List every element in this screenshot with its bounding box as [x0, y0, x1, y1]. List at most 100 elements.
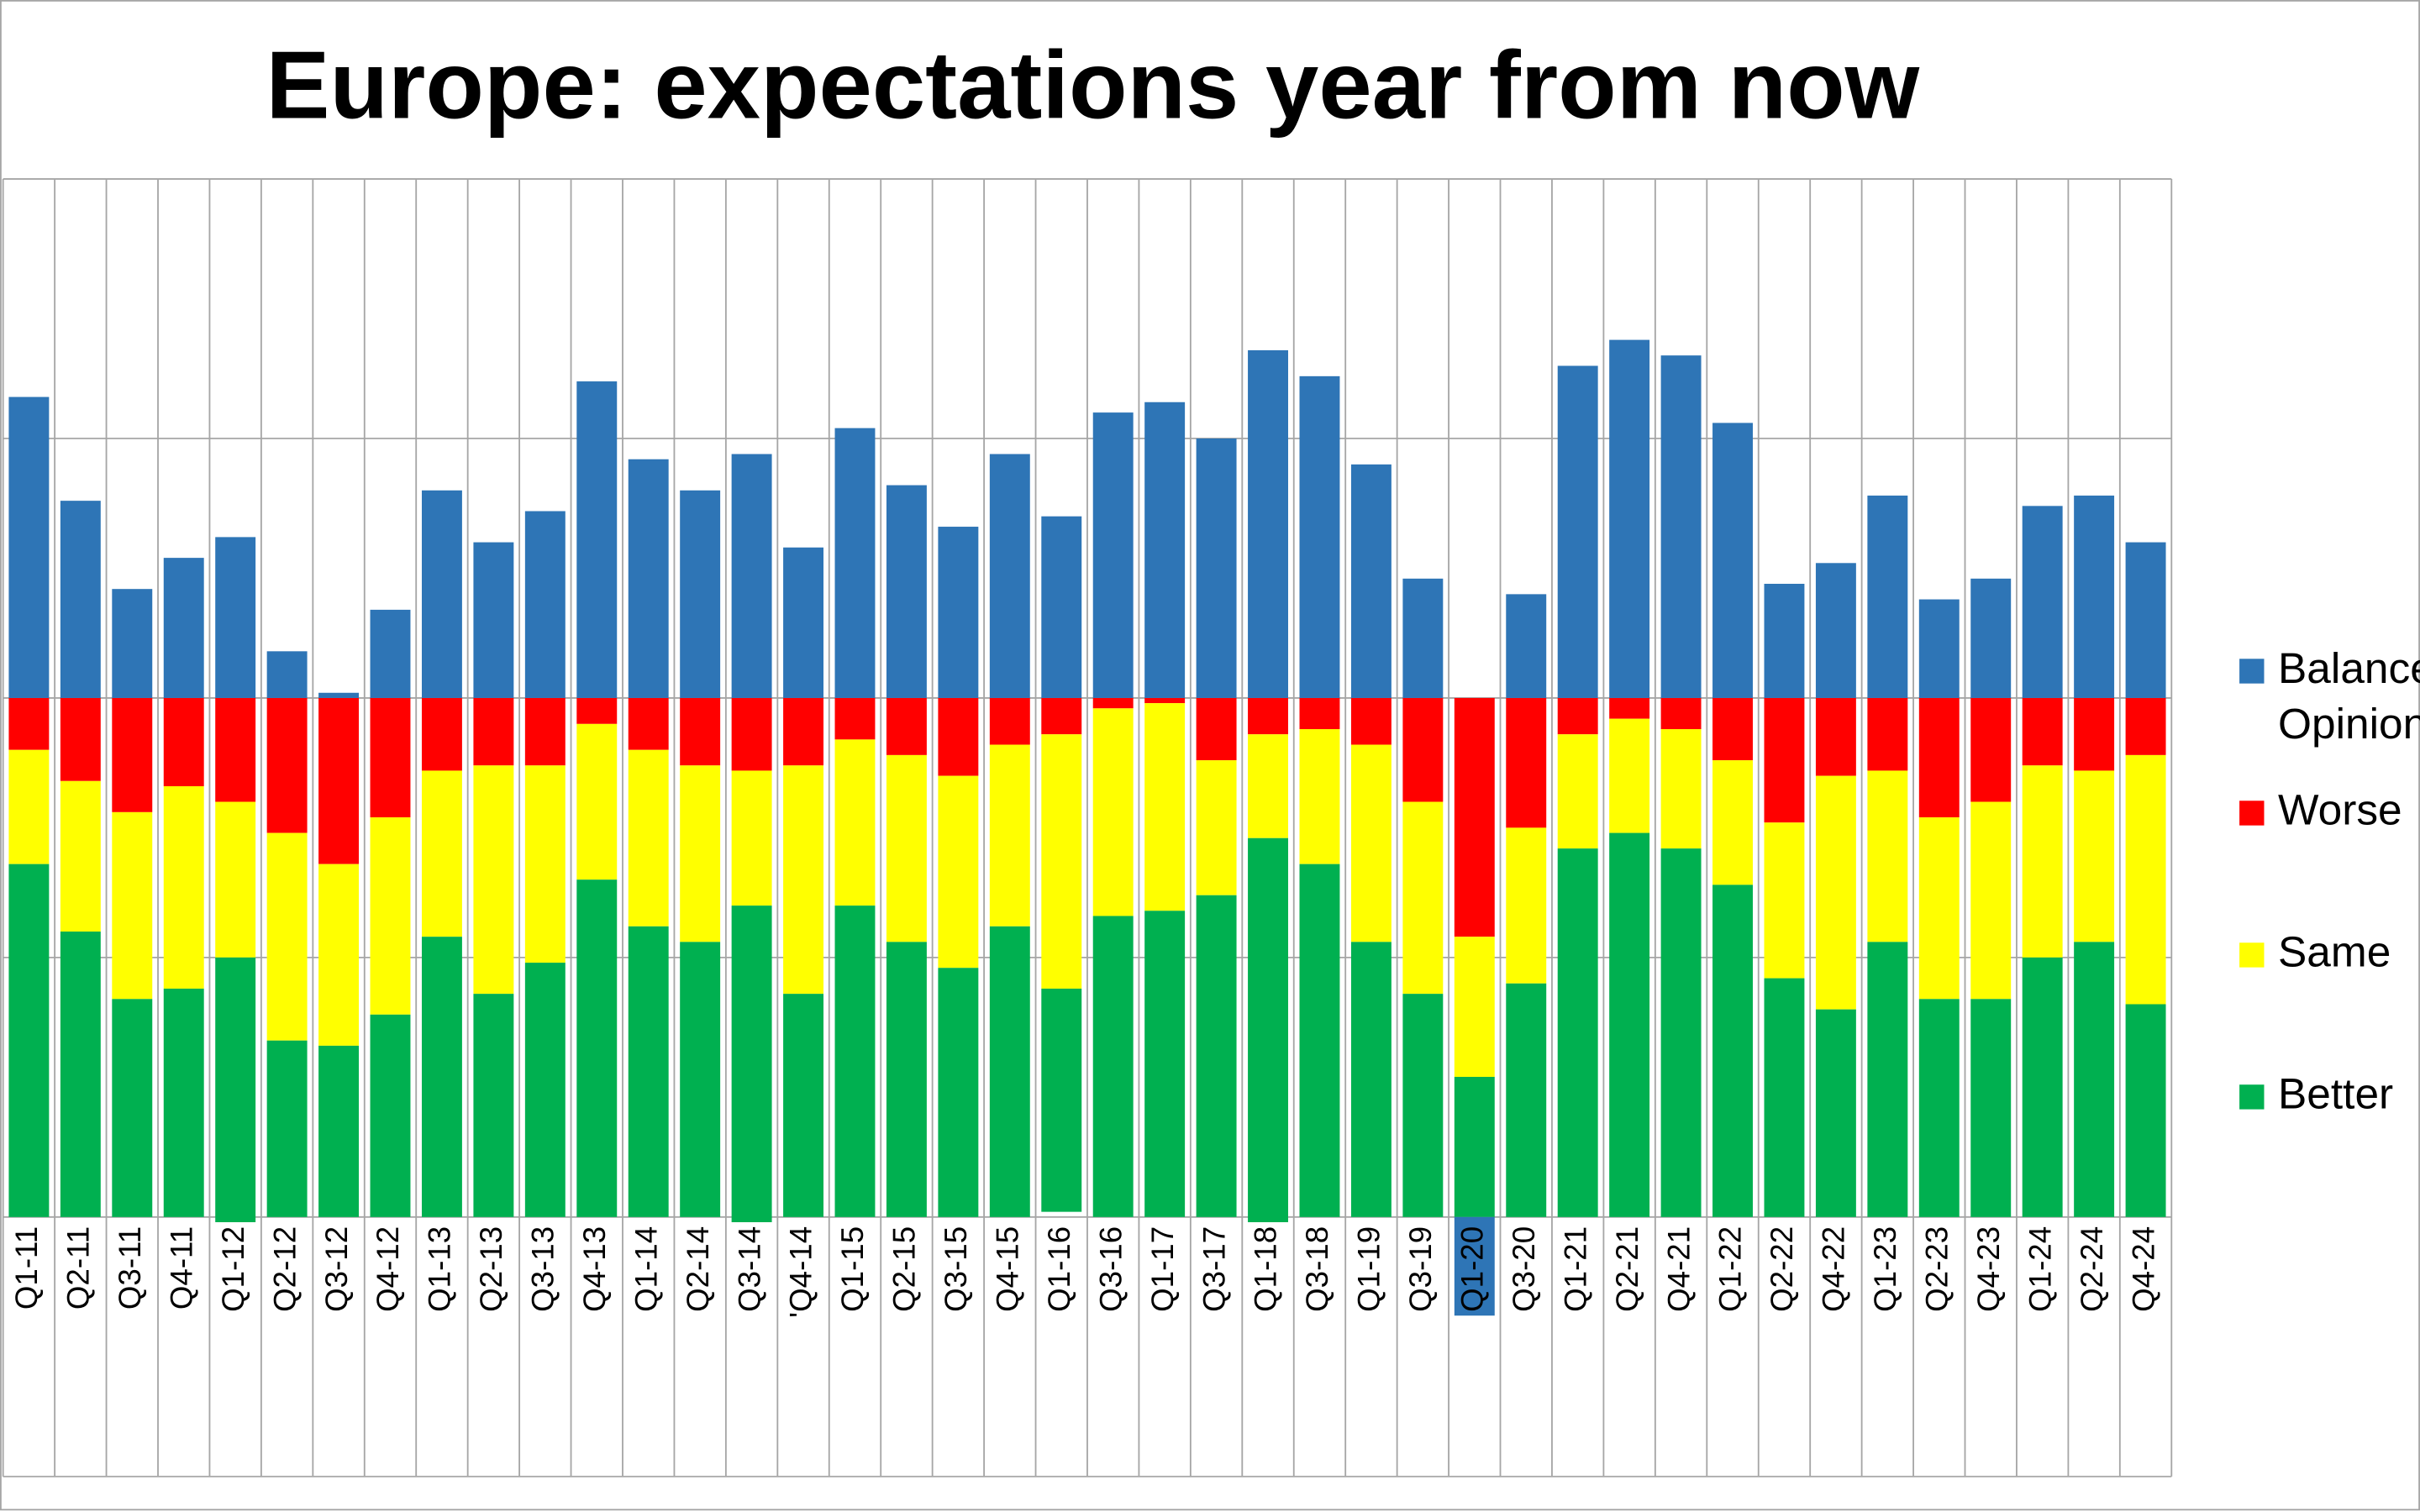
bar-segment [1660, 355, 1702, 698]
bar-segment [524, 511, 566, 698]
bar-segment [783, 697, 824, 766]
bar-segment [834, 697, 876, 740]
x-tick-label: Q2-23 [1919, 1226, 1954, 1312]
bar-segment [1712, 885, 1753, 1217]
bar-segment [1609, 718, 1650, 833]
bar-segment [886, 697, 927, 755]
bar-segment [8, 697, 50, 750]
bar-segment [1402, 801, 1444, 995]
bar-segment [215, 697, 256, 802]
bar-segment [576, 879, 618, 1217]
x-tick-label: Q4-21 [1661, 1226, 1696, 1312]
bar-segment [1144, 697, 1186, 704]
bar-segment [1815, 1009, 1856, 1217]
bar-segment [783, 994, 824, 1217]
bar-segment [524, 697, 566, 766]
bar-segment [1144, 402, 1186, 698]
bar-segment [1660, 729, 1702, 849]
chart-title: Europe: expectations year from now [266, 32, 1920, 139]
bar-segment [112, 697, 153, 812]
bar-segment [1867, 942, 1908, 1217]
bar-segment [266, 697, 308, 833]
bar-segment [163, 988, 204, 1217]
legend-label: Balance ofOpinion [2278, 643, 2420, 748]
x-tick-label: Q1-11 [9, 1226, 44, 1310]
x-tick-label: Q4-11 [164, 1226, 198, 1310]
bar-segment [680, 697, 721, 766]
x-tick-label: Q2-12 [267, 1226, 302, 1312]
bar-segment [524, 765, 566, 963]
bar-segment [731, 454, 772, 698]
bar-segment [1092, 916, 1134, 1217]
bar-segment [2074, 942, 2115, 1217]
bar-segment [1764, 978, 1805, 1217]
bar-segment [1248, 697, 1288, 735]
bar-segment [1815, 563, 1856, 698]
bar-segment [834, 428, 876, 698]
x-tick-label: Q1-13 [423, 1226, 457, 1312]
bar-segment [8, 749, 50, 864]
bar-segment [1041, 516, 1082, 698]
bar-segment [1092, 708, 1134, 916]
x-tick-label: Q4-15 [991, 1226, 1025, 1312]
bar-segment [1712, 697, 1753, 761]
bar-segment [628, 697, 669, 750]
bar-segment [1248, 837, 1288, 1222]
x-tick-label: Q3-18 [1300, 1226, 1334, 1312]
legend-label: Worse [2278, 785, 2402, 834]
bar-segment [628, 926, 669, 1217]
bar-segment [318, 864, 360, 1046]
bar-segment [318, 697, 360, 864]
bar-segment [1402, 578, 1444, 698]
bar-segment [1299, 864, 1340, 1217]
bar-segment [1918, 999, 1960, 1217]
bar-segment [1918, 599, 1960, 698]
x-tick-label: Q4-13 [577, 1226, 612, 1312]
bar-segment [1609, 339, 1650, 698]
bar-segment [1815, 775, 1856, 1010]
x-tick-label: Q1-16 [1042, 1226, 1076, 1312]
x-tick-label: Q1-19 [1352, 1226, 1386, 1312]
bar-segment [576, 697, 618, 724]
bar-segment [1815, 697, 1856, 776]
bar-segment [1092, 697, 1134, 709]
bar-segment [1196, 438, 1237, 698]
bar-segment [1609, 832, 1650, 1217]
bar-segment [112, 811, 153, 1000]
bar-segment [886, 485, 927, 698]
bar-segment [1299, 375, 1340, 698]
bar-segment [524, 963, 566, 1217]
bar-segment [989, 697, 1030, 745]
bar-segment [576, 723, 618, 880]
bar-segment [266, 832, 308, 1041]
legend-label: Better [2278, 1068, 2393, 1117]
bar-segment [8, 864, 50, 1217]
bar-segment [1196, 895, 1237, 1217]
bar-segment [1660, 848, 1702, 1217]
bar-segment [1660, 697, 1702, 730]
bar-segment [1041, 697, 1082, 735]
bar-segment [938, 697, 979, 776]
bar-segment [2125, 542, 2166, 698]
x-tick-label: Q3-15 [939, 1226, 973, 1312]
bar-segment [1557, 365, 1598, 698]
bar-segment [1350, 942, 1392, 1217]
bar-segment [938, 968, 979, 1217]
bar-segment [1918, 697, 1960, 818]
bar-segment [1248, 734, 1288, 838]
bar-segment [2074, 697, 2115, 771]
bar-segment [1454, 1076, 1495, 1217]
bar-segment [834, 906, 876, 1217]
bar-segment [1764, 584, 1805, 698]
bar-segment [421, 490, 462, 698]
bar-segment [1350, 744, 1392, 942]
bar-segment [112, 589, 153, 698]
bar-segment [628, 749, 669, 927]
bar-segment [163, 558, 204, 698]
bar-segment [1041, 734, 1082, 989]
bar-segment [1712, 423, 1753, 698]
x-tick-label: Q4-22 [1817, 1226, 1851, 1312]
bar-segment [2125, 754, 2166, 1005]
bar-segment [1402, 994, 1444, 1217]
x-tick-label: Q1-15 [835, 1226, 870, 1312]
